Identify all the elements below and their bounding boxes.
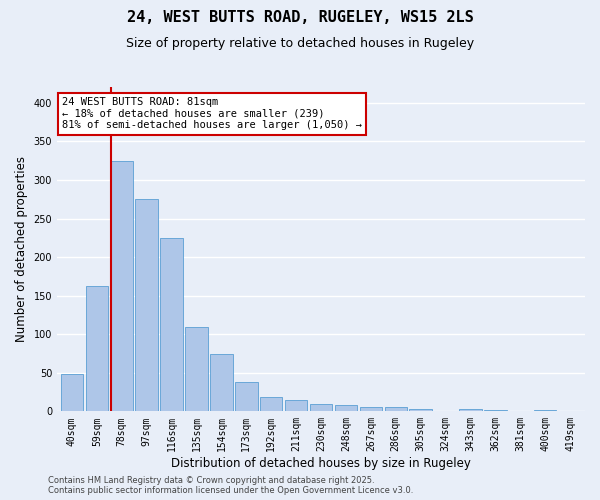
Bar	[559, 410, 581, 412]
Bar	[61, 374, 83, 412]
Bar	[310, 404, 332, 411]
Text: 24, WEST BUTTS ROAD, RUGELEY, WS15 2LS: 24, WEST BUTTS ROAD, RUGELEY, WS15 2LS	[127, 10, 473, 25]
Bar	[484, 410, 506, 412]
Bar	[409, 409, 432, 412]
Y-axis label: Number of detached properties: Number of detached properties	[15, 156, 28, 342]
Bar	[534, 410, 556, 412]
Bar	[210, 354, 233, 412]
Text: Size of property relative to detached houses in Rugeley: Size of property relative to detached ho…	[126, 38, 474, 51]
Bar	[110, 160, 133, 412]
Bar	[185, 326, 208, 412]
X-axis label: Distribution of detached houses by size in Rugeley: Distribution of detached houses by size …	[171, 457, 471, 470]
Bar	[359, 408, 382, 412]
Bar	[285, 400, 307, 411]
Text: 24 WEST BUTTS ROAD: 81sqm
← 18% of detached houses are smaller (239)
81% of semi: 24 WEST BUTTS ROAD: 81sqm ← 18% of detac…	[62, 97, 362, 130]
Bar	[459, 409, 482, 412]
Text: Contains HM Land Registry data © Crown copyright and database right 2025.
Contai: Contains HM Land Registry data © Crown c…	[48, 476, 413, 495]
Bar	[136, 200, 158, 412]
Bar	[160, 238, 183, 412]
Bar	[260, 398, 283, 411]
Bar	[335, 405, 357, 411]
Bar	[385, 408, 407, 412]
Bar	[86, 286, 108, 412]
Bar	[235, 382, 257, 412]
